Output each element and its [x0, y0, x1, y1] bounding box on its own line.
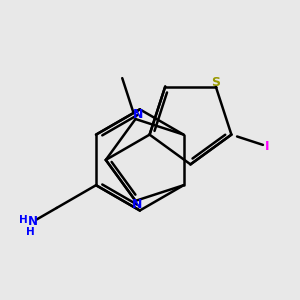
Text: S: S — [211, 76, 220, 89]
Text: N: N — [133, 108, 143, 121]
Text: N: N — [28, 215, 38, 228]
Text: H: H — [26, 227, 34, 237]
Text: N: N — [131, 199, 142, 212]
Text: I: I — [265, 140, 270, 153]
Text: H: H — [19, 214, 28, 224]
